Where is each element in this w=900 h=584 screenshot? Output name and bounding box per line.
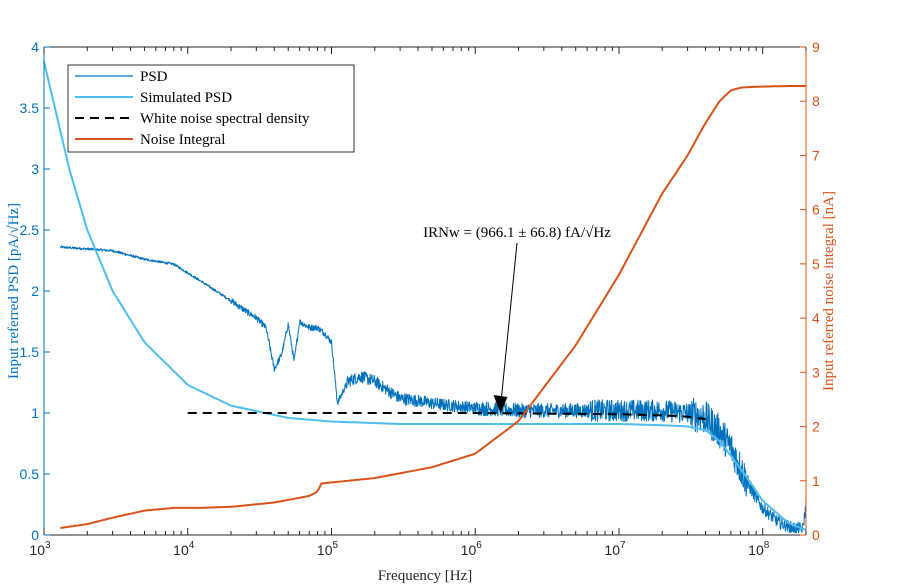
annotation-arrowhead <box>493 395 508 413</box>
y-right-tick-label: 7 <box>812 147 820 163</box>
x-tick-label: 106 <box>461 540 483 558</box>
ticks-layer: 0 0.5 1 1.5 2 2.5 3 3.5 4 0 1 2 3 4 5 6 7 8 9 103 104 105 106 1… <box>20 39 820 558</box>
x-axis-label: Frequency [Hz] <box>378 568 473 584</box>
y-right-tick-label: 0 <box>812 527 820 543</box>
series-white-noise <box>187 412 706 421</box>
annotation-text: IRNw = (966.1 ± 66.8) fA/√Hz <box>423 225 611 241</box>
series-noise-integral <box>60 85 806 529</box>
y-right-tick-label: 1 <box>812 473 820 489</box>
legend-label-simulated-psd: Simulated PSD <box>140 90 232 106</box>
y-left-tick-label: 3.5 <box>20 100 40 116</box>
series-psd <box>59 245 807 534</box>
x-tick-label: 107 <box>604 540 626 558</box>
y-right-tick-label: 8 <box>812 93 820 109</box>
y-right-tick-label: 4 <box>812 310 820 326</box>
legend-label-noise-integral: Noise Integral <box>140 132 225 148</box>
y-left-tick-label: 1 <box>31 405 39 421</box>
x-tick-label: 108 <box>748 540 770 558</box>
x-tick-label: 104 <box>173 540 195 558</box>
y-left-tick-label: 3 <box>31 161 39 177</box>
annotation: IRNw = (966.1 ± 66.8) fA/√Hz <box>423 225 611 413</box>
legend: PSD Simulated PSD White noise spectral d… <box>67 64 355 153</box>
y-right-tick-label: 5 <box>812 256 820 272</box>
y-right-tick-label: 6 <box>812 202 820 218</box>
series-layer <box>43 61 807 534</box>
x-tick-label: 105 <box>317 540 339 558</box>
y-left-tick-label: 0.5 <box>20 466 40 482</box>
series-simulated-psd <box>43 61 807 532</box>
y-right-axis-label: Input referred noise integral [nA] <box>821 191 837 391</box>
y-left-tick-label: 4 <box>31 39 39 55</box>
y-right-tick-label: 2 <box>812 419 820 435</box>
annotation-arrow <box>500 242 518 408</box>
x-tick-label: 103 <box>29 540 51 558</box>
y-left-tick-label: 1.5 <box>20 344 40 360</box>
legend-label-psd: PSD <box>140 69 168 85</box>
y-right-tick-label: 3 <box>812 364 820 380</box>
y-left-axis-label: Input referred PSD [pA/√Hz] <box>6 203 22 379</box>
y-left-tick-label: 2 <box>31 283 39 299</box>
y-left-tick-label: 2.5 <box>20 222 40 238</box>
legend-label-white-noise: White noise spectral density <box>140 111 310 127</box>
legend-box <box>67 64 355 153</box>
y-right-tick-label: 9 <box>812 39 820 55</box>
y-left-tick-label: 0 <box>31 527 39 543</box>
